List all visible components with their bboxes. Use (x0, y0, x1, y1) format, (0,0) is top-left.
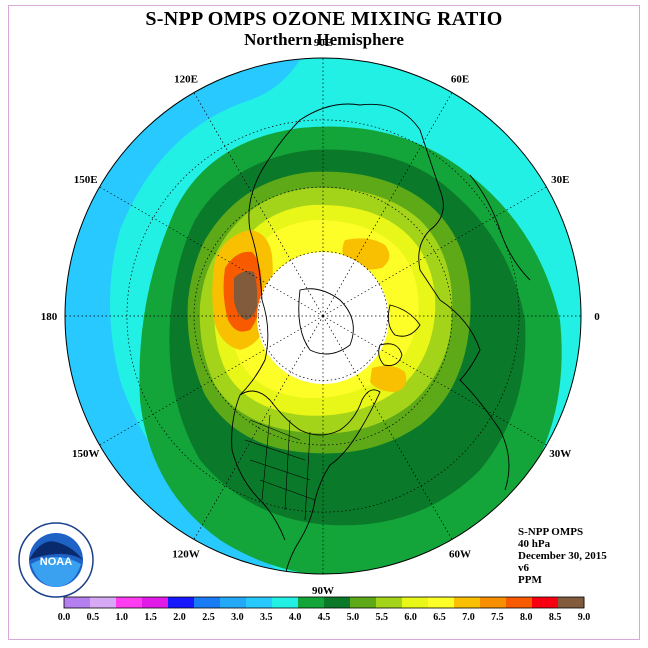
info-units: PPM (518, 574, 542, 586)
colorbar-swatch (324, 597, 351, 608)
coast-eurasia-north (359, 103, 444, 301)
figure-frame (8, 5, 640, 640)
meridian-line (322, 186, 547, 317)
colorbar-tick-label: 3.5 (260, 612, 273, 623)
colorbar-tick-label: 4.5 (318, 612, 331, 623)
coast-alaska (239, 299, 269, 396)
longitude-label: 150E (74, 174, 98, 186)
field-band-7.0-7.5-b (342, 238, 407, 392)
colorbar-tick-label: 5.5 (376, 612, 389, 623)
coastlines (231, 103, 531, 574)
colorbar-swatch (116, 597, 143, 608)
colorbar-swatch (272, 597, 299, 608)
colorbar-swatch (350, 597, 377, 608)
colorbar-swatch (246, 597, 273, 608)
colorbar-swatch (506, 597, 533, 608)
longitude-label: 150W (72, 448, 100, 460)
colorbar-tick-label: 2.5 (202, 612, 215, 623)
longitude-label: 180 (41, 311, 58, 323)
colorbar-swatch (428, 597, 455, 608)
noaa-logo-text: NOAA (40, 556, 72, 568)
colorbar-tick-label: 6.0 (404, 612, 417, 623)
info-level: 40 hPa (518, 538, 551, 550)
coast-europe-africa (439, 299, 510, 491)
info-version: v6 (518, 562, 529, 574)
us-grid (244, 414, 316, 521)
longitude-label: 30W (549, 448, 571, 460)
colorbar-swatch (220, 597, 247, 608)
colorbar-tick-label: 1.5 (144, 612, 157, 623)
longitude-label: 120W (172, 548, 200, 560)
colorbar-tick-label: 8.5 (549, 612, 562, 623)
colorbar-swatch (454, 597, 481, 608)
coast-scandinavia (387, 304, 421, 337)
colorbar-tick-label: 7.0 (462, 612, 475, 623)
colorbar-swatch (168, 597, 195, 608)
colorbar-swatch (402, 597, 429, 608)
colorbar-tick-label: 2.0 (173, 612, 186, 623)
colorbar-tick-label: 9.0 (578, 612, 591, 623)
info-date: December 30, 2015 (518, 550, 607, 562)
info-instrument: S-NPP OMPS (518, 526, 584, 538)
meridian-line (193, 315, 324, 540)
us-state-borders (244, 414, 316, 521)
meridian-line (322, 315, 453, 540)
colorbar-tick-label: 5.0 (347, 612, 360, 623)
colorbar-swatch (90, 597, 117, 608)
coast-arctic-islands (298, 288, 354, 355)
map-subtitle: Northern Hemisphere (244, 30, 404, 49)
colorbar-tick-label: 0.0 (58, 612, 71, 623)
colorbar-tick-label: 0.5 (87, 612, 100, 623)
map-border (64, 57, 582, 575)
colorbar-swatch (298, 597, 325, 608)
colorbar-swatch (558, 597, 585, 608)
colorbar-tick-label: 8.0 (520, 612, 533, 623)
colorbar-frame (63, 596, 585, 609)
colorbar-tick-label: 6.5 (433, 612, 446, 623)
colorbar-tick-label: 4.0 (289, 612, 302, 623)
colorbar: 0.0 0.5 1.0 1.5 2.0 2.5 3.0 3.5 4.0 4.5 5.0 5.5 6.0 6… (58, 596, 591, 623)
noaa-logo: NOAA (16, 520, 96, 600)
latitude-circle (193, 186, 453, 446)
colorbar-swatch (194, 597, 221, 608)
longitude-label: 0 (594, 311, 600, 323)
longitude-label: 30E (551, 174, 569, 186)
meridian-line (322, 92, 453, 317)
longitude-label: 60E (451, 74, 469, 86)
coast-north-america-east (239, 389, 381, 574)
longitude-label: 60W (449, 548, 471, 560)
map-title: S-NPP OMPS OZONE MIXING RATIO (145, 8, 503, 30)
coast-siberia (248, 103, 361, 301)
coast-north-america-west (231, 394, 286, 541)
meridian-line (99, 315, 324, 446)
longitude-label: 90E (314, 37, 332, 49)
longitude-labels: 90E 60E 30E 0 30W 60W 90W 120W 150W 180 150E 120E (41, 37, 601, 597)
no-data-polar-night (257, 252, 389, 384)
colorbar-swatch (532, 597, 559, 608)
coast-asia-south (469, 174, 531, 281)
colorbar-swatch (64, 597, 91, 608)
longitude-label: 90W (312, 585, 334, 597)
latitude-circle (126, 119, 520, 513)
colorbar-tick-label: 1.0 (116, 612, 129, 623)
colorbar-tick-label: 7.5 (491, 612, 504, 623)
field-band-8.5-9.0 (234, 270, 258, 320)
colorbar-swatch (376, 597, 403, 608)
colorbar-swatch (142, 597, 169, 608)
meridian-line (322, 315, 547, 446)
colorbar-swatch (480, 597, 507, 608)
latitude-circle (258, 251, 388, 381)
coast-greenland (378, 343, 403, 366)
longitude-label: 120E (174, 74, 198, 86)
field-band-3.0-3.5 (65, 60, 300, 574)
graticule (65, 58, 581, 574)
colorbar-tick-label: 3.0 (231, 612, 244, 623)
